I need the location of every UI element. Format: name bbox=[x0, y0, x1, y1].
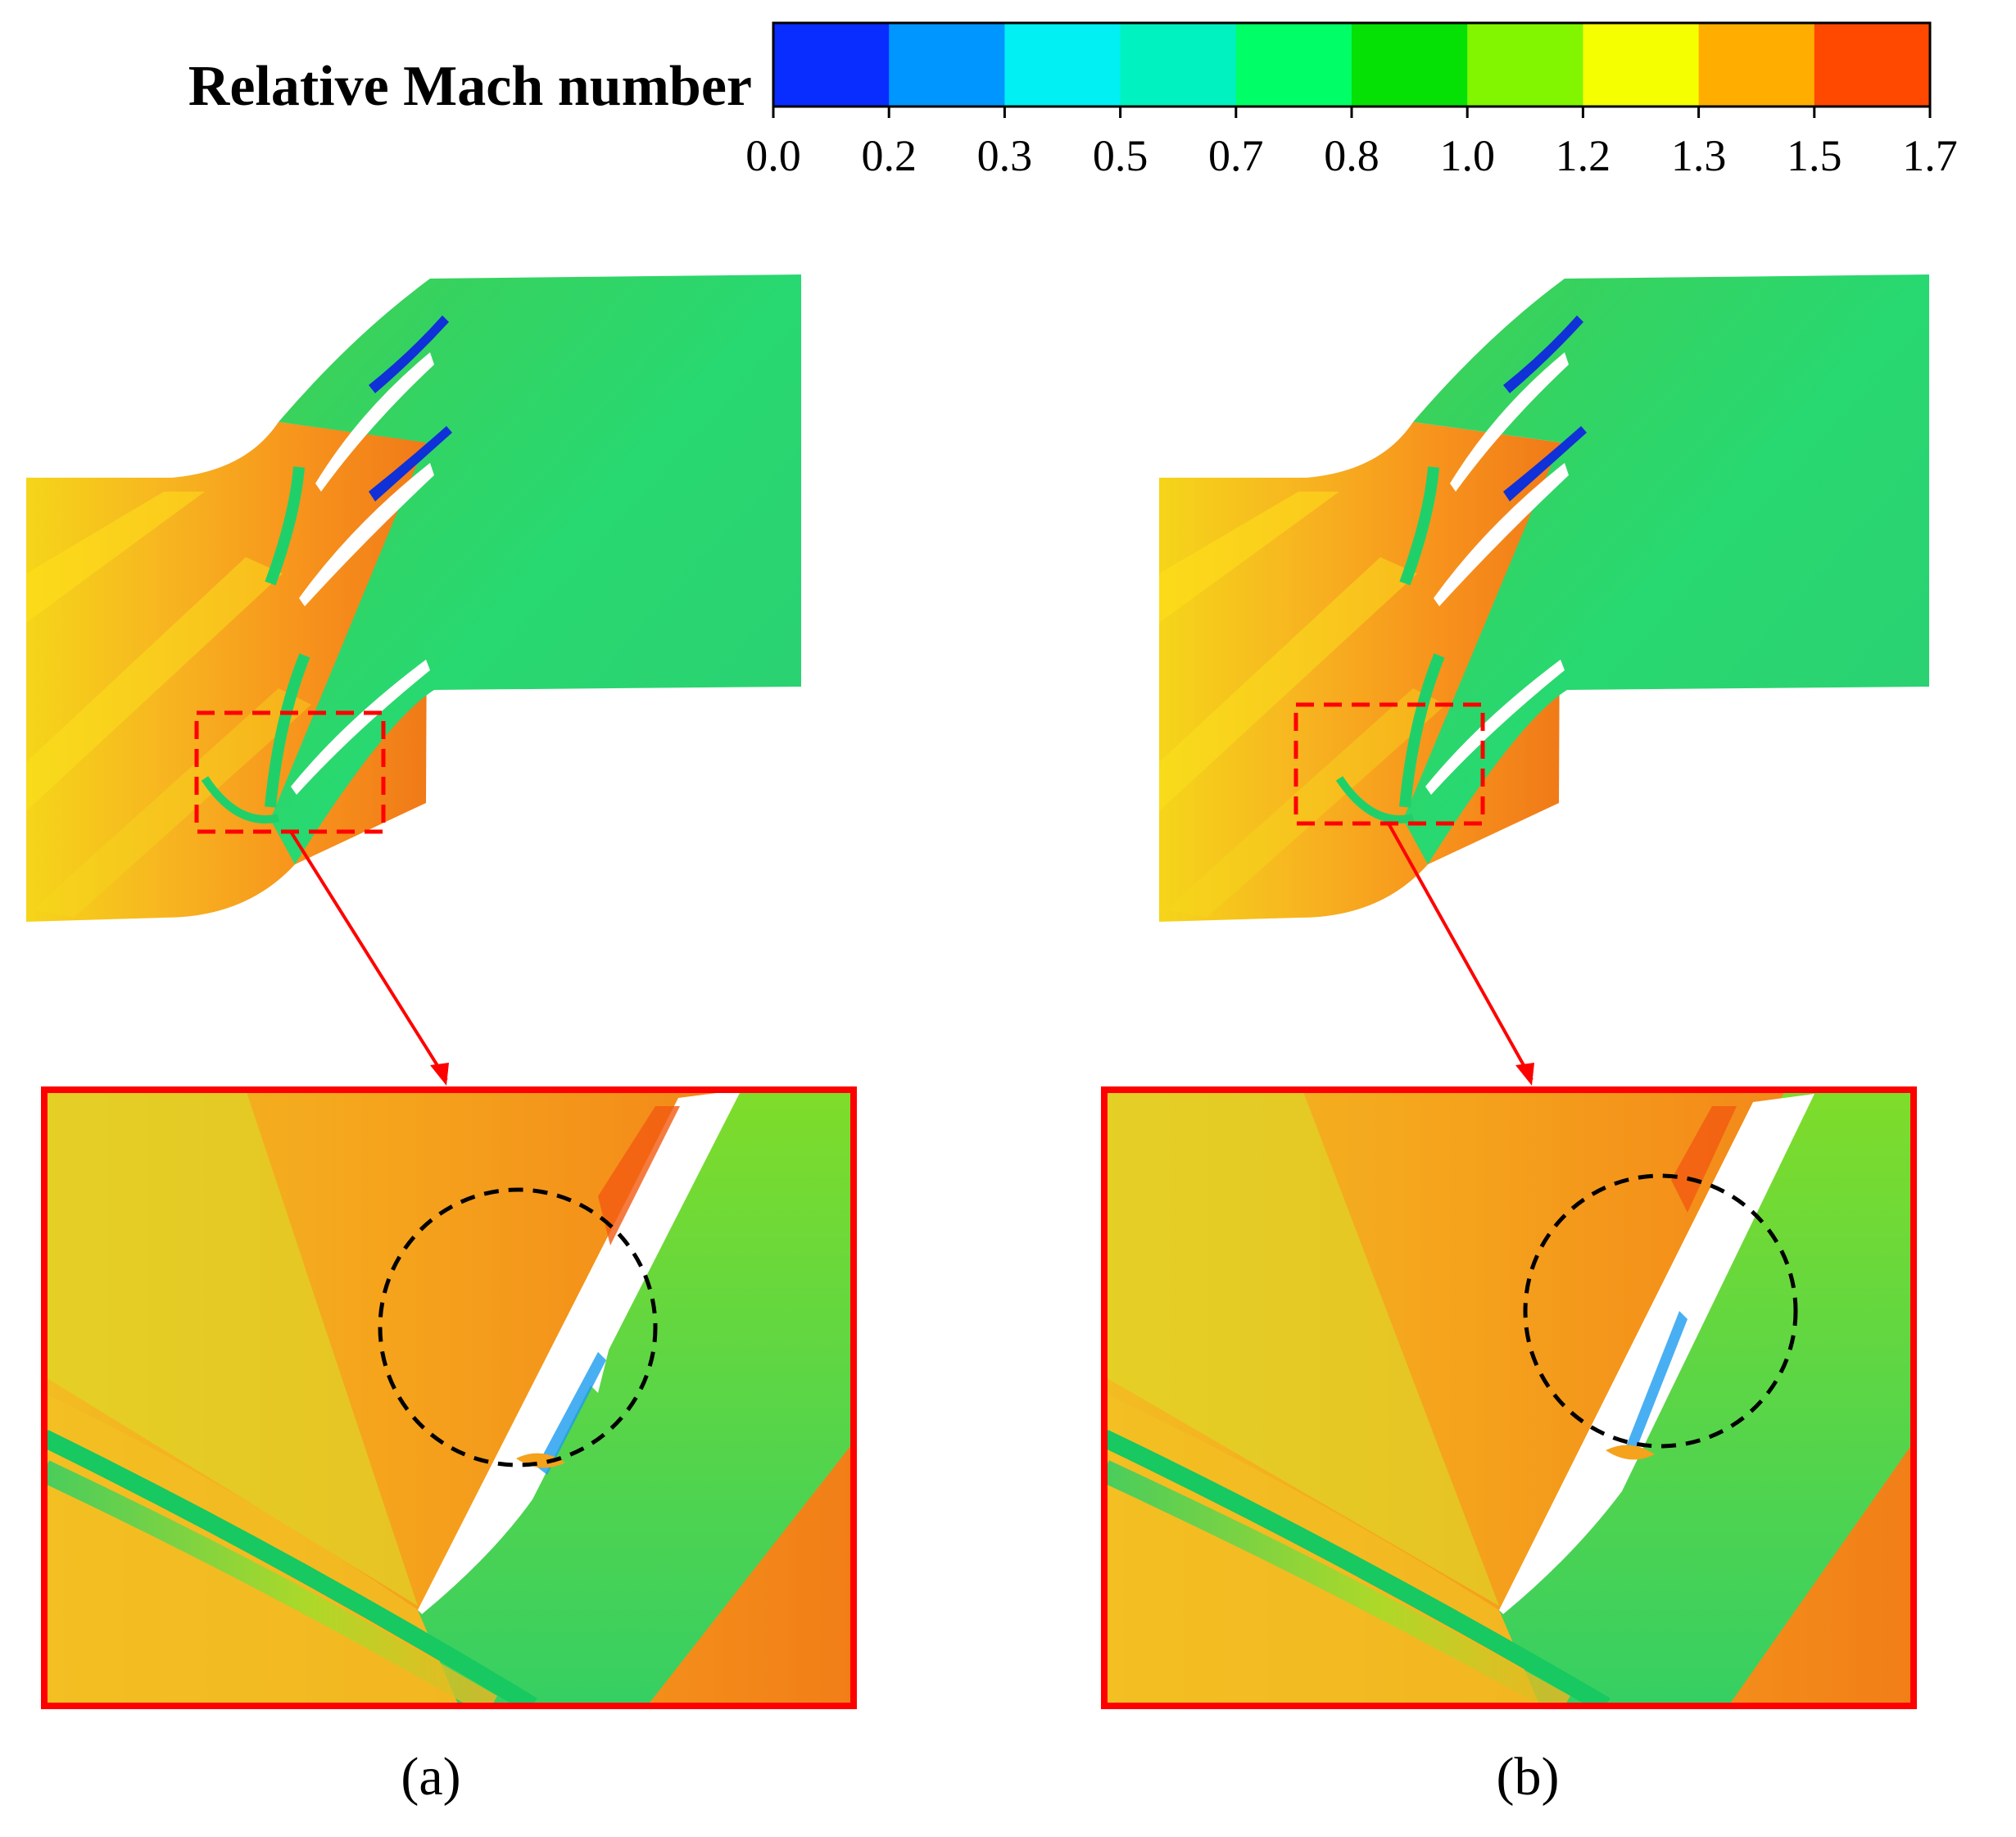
panel-a-expansion-band bbox=[26, 557, 283, 811]
colorbar-ticks: 0.0 0.2 0.3 0.5 0.7 0.8 1.0 1.2 1.3 1.5 1.7 bbox=[745, 107, 1958, 180]
colorbar-tick-label: 0.8 bbox=[1324, 131, 1379, 180]
panel-b-zoom-frame bbox=[1101, 1086, 1917, 1709]
colorbar-tick-label: 1.3 bbox=[1671, 131, 1727, 180]
panel-b-zoom-blade-wake bbox=[1626, 1311, 1688, 1454]
colorbar-swatch bbox=[1467, 23, 1583, 107]
panel-b-blade bbox=[1450, 352, 1569, 492]
panel-a-zoom: (a) bbox=[41, 1086, 857, 1807]
panel-a-arrowhead bbox=[430, 1063, 449, 1086]
panel-a-blade-wake bbox=[369, 315, 449, 393]
panel-a-separation-circle bbox=[378, 1187, 658, 1467]
panel-b-separation-circle bbox=[1523, 1173, 1798, 1449]
panel-b-passage-region bbox=[1403, 274, 1929, 864]
panel-a-zoom-expansion-fan bbox=[44, 1090, 418, 1606]
panel-b-expansion-band bbox=[1159, 492, 1339, 623]
panel-a-blade bbox=[299, 463, 434, 606]
panel-a-zoom-bow-shock bbox=[44, 1430, 537, 1706]
panel-a-zoom-bow-shock bbox=[44, 1460, 498, 1706]
panel-b-shock bbox=[1399, 466, 1439, 586]
panel-a-expansion-band bbox=[33, 688, 311, 918]
panel-a-zoom-frame bbox=[41, 1086, 857, 1709]
colorbar-swatches bbox=[773, 23, 1931, 107]
colorbar-swatch bbox=[1583, 23, 1700, 107]
panel-a-blade-wake bbox=[369, 426, 452, 501]
colorbar-tick-label: 0.3 bbox=[977, 131, 1033, 180]
panel-b-contour bbox=[1159, 274, 1929, 922]
panel-b-blade bbox=[1434, 463, 1569, 606]
panel-a-blade bbox=[291, 660, 430, 795]
panel-b-arrow bbox=[1387, 823, 1534, 1081]
panel-b-zoom-separated-flow bbox=[1671, 1106, 1737, 1213]
panel-b-expansion-band bbox=[1166, 688, 1446, 918]
panel-a-contour bbox=[26, 274, 801, 922]
colorbar-swatch bbox=[1004, 23, 1121, 107]
panel-a-passage-region bbox=[270, 274, 801, 864]
panel-b-blade bbox=[1425, 660, 1565, 795]
colorbar-title: Relative Mach number bbox=[188, 55, 752, 118]
panel-b-label: (b) bbox=[1497, 1747, 1560, 1807]
panel-a-blade bbox=[315, 352, 434, 492]
colorbar-tick-label: 1.0 bbox=[1439, 131, 1495, 180]
panel-a-zoom-box bbox=[194, 710, 386, 834]
panel-a-shock bbox=[265, 466, 305, 586]
panel-a-shock bbox=[201, 776, 280, 823]
panel-b-shock bbox=[1399, 653, 1445, 808]
colorbar-tick-label: 0.0 bbox=[745, 131, 801, 180]
panel-b-expansion-band bbox=[1159, 557, 1417, 811]
colorbar-tick-label: 0.2 bbox=[861, 131, 917, 180]
panel-a-arrow bbox=[289, 830, 448, 1082]
panel-b-zoom-blade bbox=[1499, 1094, 1814, 1614]
panel-b-zoom-tip-vortex bbox=[1606, 1445, 1655, 1460]
panel-b-zoom-bow-shock bbox=[1104, 1460, 1570, 1706]
colorbar-tick-label: 1.7 bbox=[1902, 131, 1958, 180]
colorbar-tick-label: 0.5 bbox=[1093, 131, 1148, 180]
panel-a-zoom-suction-gap bbox=[565, 1229, 639, 1393]
panel-b-blade-wake bbox=[1503, 315, 1583, 393]
panel-a-expansion-band bbox=[26, 492, 205, 623]
panel-b-shock bbox=[1335, 776, 1415, 823]
colorbar-swatch bbox=[1120, 23, 1237, 107]
colorbar-tick-label: 1.5 bbox=[1787, 131, 1842, 180]
colorbar-swatch bbox=[1352, 23, 1468, 107]
colorbar-tick-label: 0.7 bbox=[1208, 131, 1264, 180]
panel-a-label: (a) bbox=[401, 1747, 460, 1807]
panel-a-zoom-blade-wake bbox=[537, 1352, 606, 1475]
panel-a-zoom-separated-flow bbox=[598, 1106, 680, 1245]
panel-a-shock bbox=[265, 653, 310, 808]
colorbar-swatch bbox=[1235, 23, 1352, 107]
colorbar: Relative Mach number 0.0 0.2 0.3 0.5 0.7 0.8 1… bbox=[188, 21, 1958, 180]
panel-b-blade-wake bbox=[1503, 426, 1587, 501]
colorbar-swatch bbox=[1698, 23, 1815, 107]
colorbar-swatch bbox=[1814, 23, 1931, 107]
panel-b-zoom-passage bbox=[1499, 1090, 1914, 1706]
panel-b-zoom-bow-shock bbox=[1104, 1430, 1611, 1706]
panel-b-arrowhead bbox=[1515, 1063, 1534, 1086]
panel-b-zoom: (b) bbox=[1101, 1086, 1917, 1807]
colorbar-tick-label: 1.2 bbox=[1556, 131, 1611, 180]
colorbar-swatch bbox=[773, 23, 890, 107]
panel-b-zoom-expansion-fan bbox=[1104, 1090, 1499, 1606]
colorbar-swatch bbox=[889, 23, 1005, 107]
